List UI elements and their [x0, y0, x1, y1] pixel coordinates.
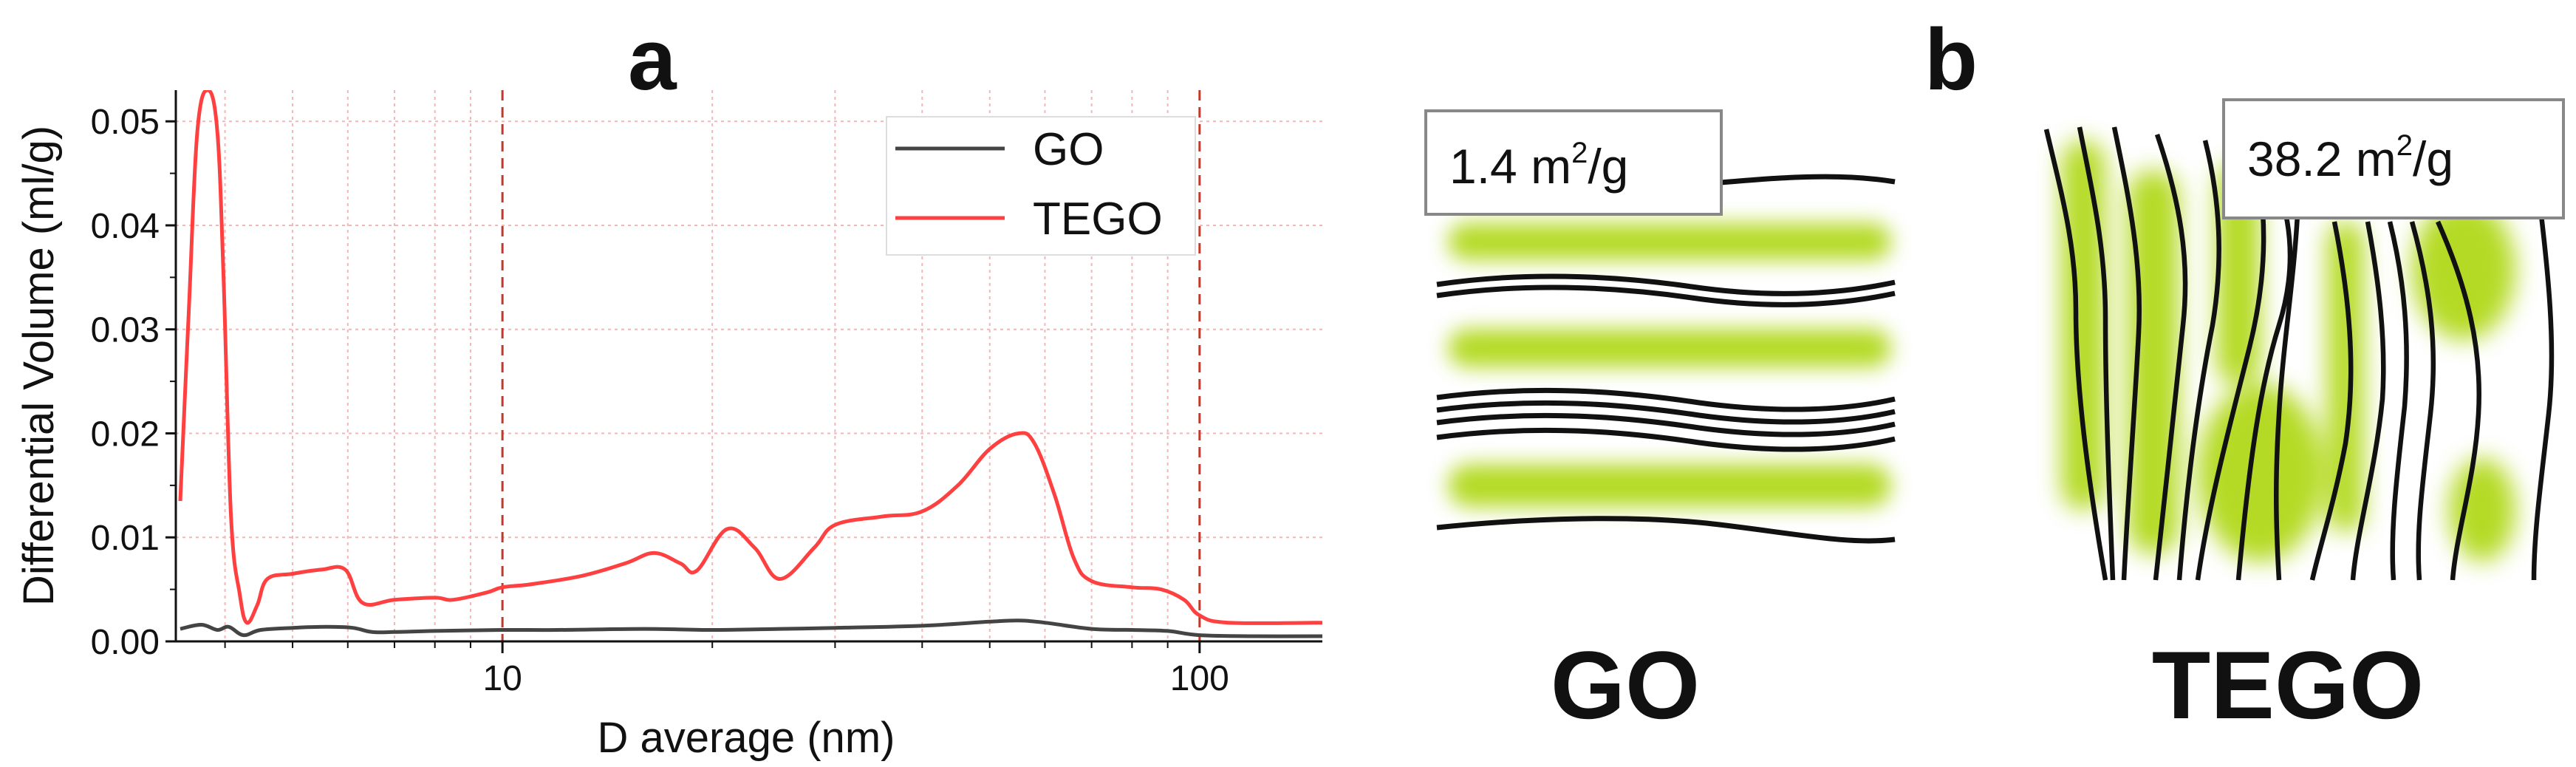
go-surface-area-box: 1.4 m2/g	[1424, 109, 1723, 216]
tego-sheet	[2409, 221, 2436, 581]
go-sheet	[1436, 516, 1896, 544]
tego-sheet	[2176, 140, 2221, 581]
legend-go-label: GO	[1033, 124, 1104, 175]
y-tick-label: 0.02	[91, 415, 160, 454]
legend-box	[886, 116, 1196, 256]
y-tick-label: 0.03	[91, 311, 160, 350]
grid-lines	[176, 90, 1322, 641]
tego-sheet	[2111, 126, 2142, 581]
tego-sheet	[2387, 221, 2409, 581]
tego-sheet	[2077, 126, 2116, 581]
go-sheets	[1436, 174, 1896, 544]
legend-tego-label: TEGO	[1033, 194, 1163, 245]
x-tick-label: 100	[1170, 659, 1229, 698]
axes: 0.00 0.01 0.02 0.03 0.04 0.05 10 100	[91, 90, 1322, 698]
y-tick-label: 0.05	[91, 103, 160, 142]
go-sheet	[1436, 400, 1896, 425]
go-interlayer-fill	[1448, 223, 1891, 507]
series-lines	[178, 90, 1322, 638]
go-sheet	[1436, 284, 1896, 307]
tego-structure: 38.2 m2/g TEGO	[2043, 98, 2565, 739]
tego-sheet	[2043, 129, 2108, 581]
series-line-tego	[178, 90, 1322, 625]
tego-sheet	[2531, 184, 2555, 581]
x-tick-label: 10	[482, 659, 522, 698]
tego-surface-area-box: 38.2 m2/g	[2222, 98, 2565, 219]
panel-label-b: b	[1924, 11, 1978, 109]
go-sheet	[1436, 427, 1896, 452]
tego-sheet	[2350, 221, 2386, 581]
go-structure: 1.4 m2/g GO	[1424, 109, 1896, 739]
go-sheet	[1436, 412, 1896, 437]
y-tick-label: 0.01	[91, 519, 160, 558]
go-sheet	[1436, 387, 1896, 412]
tego-label: TEGO	[2152, 631, 2424, 739]
series-line-go	[180, 618, 1322, 638]
tego-sheet	[2436, 220, 2481, 581]
tego-sheet	[2274, 214, 2300, 581]
y-axis-label: Differential Volume (ml/g)	[15, 126, 63, 606]
panel-label-a: a	[628, 11, 677, 109]
tego-surface-area-value: 38.2 m	[2247, 132, 2396, 186]
svg-text:38.2 m2/g: 38.2 m2/g	[2247, 129, 2453, 186]
y-tick-label: 0.04	[91, 207, 160, 246]
svg-text:1.4 m2/g: 1.4 m2/g	[1449, 137, 1628, 194]
go-surface-area-value: 1.4 m	[1449, 139, 1571, 194]
go-surface-area-unit: /g	[1588, 139, 1628, 194]
tego-surface-area-unit: /g	[2413, 132, 2453, 186]
x-axis-label: D average (nm)	[598, 714, 895, 762]
y-tick-label: 0.00	[91, 623, 160, 662]
go-sheet	[1436, 273, 1896, 296]
legend: GO TEGO	[886, 116, 1196, 256]
tego-sheet	[2153, 133, 2188, 581]
tego-surface-area-exponent: 2	[2396, 129, 2413, 162]
tego-sheet	[2309, 221, 2354, 581]
go-label: GO	[1551, 631, 1700, 739]
go-surface-area-exponent: 2	[1571, 137, 1588, 169]
